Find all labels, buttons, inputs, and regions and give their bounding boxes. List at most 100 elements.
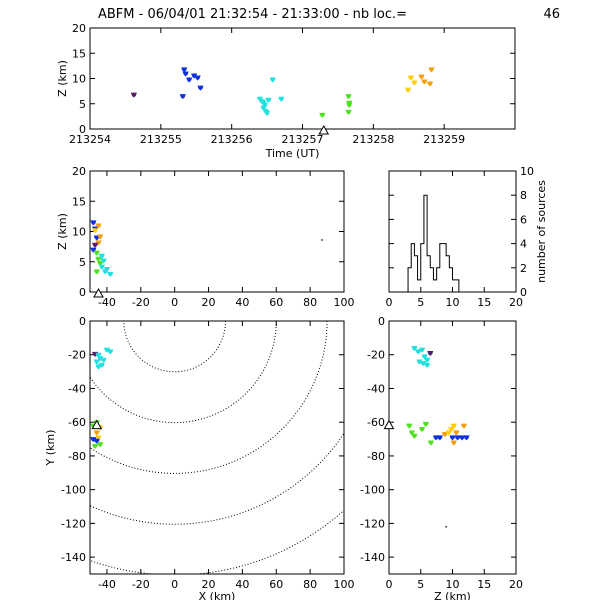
plan_view-xtick-label: 0 bbox=[171, 578, 178, 591]
plan-view-point bbox=[103, 347, 110, 353]
plan_view-ytick-label: -120 bbox=[61, 517, 86, 530]
height-histogram-ylabel: number of sources bbox=[535, 180, 548, 283]
height_y-ytick-label: -100 bbox=[360, 484, 385, 497]
x-height-point bbox=[97, 234, 104, 240]
height_histogram-ytick-label: 2 bbox=[520, 262, 527, 275]
height_y-ytick-label: 0 bbox=[378, 315, 385, 328]
plan_view-xtick-label: 20 bbox=[202, 578, 216, 591]
plan_view-ytick-label: -40 bbox=[68, 382, 86, 395]
height_y-ytick-label: -140 bbox=[360, 551, 385, 564]
x-height-point bbox=[92, 242, 99, 248]
height-histogram-steps bbox=[389, 194, 516, 293]
x-height-point bbox=[95, 256, 102, 262]
height_histogram-xtick-label: 15 bbox=[477, 296, 491, 309]
plan-view-point bbox=[90, 437, 97, 443]
plan_view-xtick-label: -40 bbox=[98, 578, 116, 591]
time-height-ylabel: Z (km) bbox=[56, 60, 69, 97]
height-y-point bbox=[420, 361, 427, 367]
plan_view-xtick-label: 100 bbox=[334, 578, 355, 591]
time-height-point bbox=[179, 94, 186, 100]
height_histogram-ytick-label: 10 bbox=[520, 165, 534, 178]
plan-view-point bbox=[100, 357, 107, 363]
height-y-point bbox=[459, 435, 466, 441]
height_y-ytick-label: -60 bbox=[367, 416, 385, 429]
time-height-xlabel: Time (UT) bbox=[265, 147, 320, 160]
height-y-point bbox=[460, 423, 467, 429]
plan_view-ytick-label: -140 bbox=[61, 551, 86, 564]
height-y-point bbox=[424, 357, 431, 363]
plan-view-point bbox=[107, 349, 114, 355]
time-height-point bbox=[130, 92, 137, 98]
x-height-point bbox=[98, 264, 105, 270]
plan_view-frame bbox=[89, 320, 345, 575]
time_height-ytick-label: 0 bbox=[79, 123, 86, 136]
height_y-ytick-label: -120 bbox=[360, 517, 385, 530]
time_height-xtick-label: 213257 bbox=[282, 133, 324, 146]
height-y-point bbox=[463, 435, 470, 441]
time_height-xtick-label: 213258 bbox=[352, 133, 394, 146]
height-y-point bbox=[419, 426, 426, 432]
plan-view-point bbox=[95, 364, 102, 370]
height_y-xtick-label: 20 bbox=[509, 578, 523, 591]
time-height-point bbox=[428, 67, 435, 73]
height_y-ytick-label: -40 bbox=[367, 382, 385, 395]
x_height-ytick-label: 5 bbox=[79, 256, 86, 269]
height-y-point bbox=[427, 440, 434, 446]
height-y-point bbox=[450, 423, 457, 429]
x-height-point bbox=[95, 240, 102, 246]
time-height-point bbox=[278, 96, 285, 102]
height_y-xtick-label: 5 bbox=[417, 578, 424, 591]
x_height-ytick-label: 10 bbox=[72, 226, 86, 239]
height_y-ytick-label: -20 bbox=[367, 349, 385, 362]
plan_view-ytick-label: -100 bbox=[61, 484, 86, 497]
height-y-point bbox=[408, 430, 415, 436]
plan-view-station-marker bbox=[91, 419, 103, 430]
time-height-point bbox=[418, 74, 425, 80]
x_height-frame bbox=[89, 170, 345, 293]
height-y-point bbox=[436, 435, 443, 441]
height-y-xlabel: Z (km) bbox=[434, 590, 471, 600]
plan-view-point bbox=[97, 442, 104, 448]
plan_view-ytick-label: 0 bbox=[79, 315, 86, 328]
time-height-point bbox=[182, 71, 189, 77]
figure-title: ABFM - 06/04/01 21:32:54 - 21:33:00 - nb… bbox=[98, 7, 407, 22]
height-y-point bbox=[421, 354, 428, 360]
plan-view-point bbox=[92, 443, 99, 449]
time-height-point bbox=[269, 77, 276, 83]
x_height-xtick-label: 0 bbox=[171, 296, 178, 309]
height-y-point bbox=[422, 421, 429, 427]
time_height-xtick-label: 213256 bbox=[211, 133, 253, 146]
plan-view-point bbox=[93, 438, 100, 444]
location-count: 46 bbox=[543, 7, 560, 22]
x-height-station-marker bbox=[93, 287, 104, 298]
height-y-point bbox=[411, 345, 418, 351]
height_histogram-xtick-label: 5 bbox=[417, 296, 424, 309]
time-height-point bbox=[345, 109, 352, 115]
time_height-ytick-label: 20 bbox=[72, 22, 86, 35]
time-height-point bbox=[181, 67, 188, 73]
time-height-point bbox=[191, 73, 198, 79]
height-y-outlier-dot bbox=[445, 525, 447, 528]
plan_view-ytick-label: -60 bbox=[68, 416, 86, 429]
time-height-point bbox=[427, 81, 433, 87]
height_histogram-xtick-label: 10 bbox=[446, 296, 460, 309]
height-y-point bbox=[419, 347, 426, 353]
height-y-station-marker bbox=[383, 419, 395, 430]
time-height-point bbox=[264, 110, 271, 116]
height_y-xtick-label: 0 bbox=[386, 578, 393, 591]
x-height-point bbox=[93, 250, 100, 256]
height-y-point bbox=[424, 362, 431, 368]
plan-view-xlabel: X (km) bbox=[199, 590, 236, 600]
height_y-xtick-label: 10 bbox=[446, 578, 460, 591]
x_height-xtick-label: 80 bbox=[303, 296, 317, 309]
height-y-point bbox=[448, 426, 455, 432]
x_height-xtick-label: 100 bbox=[334, 296, 355, 309]
height-y-point bbox=[441, 432, 448, 438]
x-height-point bbox=[93, 269, 100, 275]
plan_view-ytick-label: -20 bbox=[68, 349, 86, 362]
height-y-point bbox=[449, 435, 456, 441]
time_height-xtick-label: 213254 bbox=[69, 133, 111, 146]
x-height-ylabel: Z (km) bbox=[56, 213, 69, 250]
